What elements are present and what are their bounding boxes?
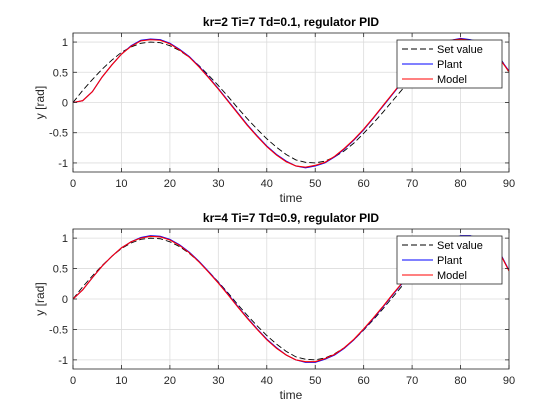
y-tick-label: -0.5: [49, 324, 68, 336]
y-axis-label: y [rad]: [33, 86, 47, 119]
y-tick-label: 0.5: [53, 67, 68, 79]
x-tick-label: 70: [406, 375, 418, 387]
legend-label-0: Set value: [437, 44, 483, 56]
x-axis-label: time: [280, 191, 303, 205]
x-tick-label: 0: [70, 375, 76, 387]
x-tick-label: 20: [164, 178, 176, 190]
legend: Set value Plant Model: [396, 235, 503, 285]
x-tick-label: 0: [70, 178, 76, 190]
x-tick-label: 30: [212, 178, 224, 190]
y-tick-label: 0.5: [53, 264, 68, 276]
legend: Set value Plant Model: [396, 39, 503, 89]
x-tick-label: 40: [261, 375, 273, 387]
chart-title: kr=4 Ti=7 Td=0.9, regulator PID: [203, 211, 380, 225]
x-tick-label: 90: [503, 178, 515, 190]
legend-label-1: Plant: [437, 255, 462, 267]
y-tick-label: -0.5: [49, 128, 68, 140]
y-tick-label: 0: [62, 294, 68, 306]
subplot-top: 0 10 20 30 40 50 60 70 80 90 -1 -0.5 0 0.5 1 kr=2 Ti=7 …: [33, 15, 515, 205]
x-tick-label: 80: [454, 178, 466, 190]
legend-label-0: Set value: [437, 240, 483, 252]
x-tick-label: 40: [261, 178, 273, 190]
legend-label-2: Model: [437, 74, 467, 86]
x-tick-label: 60: [358, 178, 370, 190]
chart-title: kr=2 Ti=7 Td=0.1, regulator PID: [203, 15, 380, 29]
y-tick-label: -1: [58, 158, 68, 170]
x-tick-label: 50: [309, 375, 321, 387]
x-tick-label: 10: [115, 178, 127, 190]
y-tick-label: 1: [62, 233, 68, 245]
y-tick-label: 1: [62, 37, 68, 49]
y-axis-label: y [rad]: [33, 282, 47, 315]
x-tick-label: 30: [212, 375, 224, 387]
x-tick-label: 90: [503, 375, 515, 387]
x-tick-label: 10: [115, 375, 127, 387]
x-axis-label: time: [280, 388, 303, 402]
x-tick-label: 50: [309, 178, 321, 190]
legend-label-1: Plant: [437, 59, 462, 71]
legend-label-2: Model: [437, 270, 467, 282]
x-tick-label: 20: [164, 375, 176, 387]
subplot-bottom: 0 10 20 30 40 50 60 70 80 90 -1 -0.5 0 0.5 1 kr=4 Ti=7 …: [33, 211, 515, 402]
y-tick-label: -1: [58, 355, 68, 367]
legend-box: [396, 235, 503, 285]
y-tick-label: 0: [62, 98, 68, 110]
x-tick-label: 60: [358, 375, 370, 387]
x-tick-label: 80: [454, 375, 466, 387]
x-tick-label: 70: [406, 178, 418, 190]
